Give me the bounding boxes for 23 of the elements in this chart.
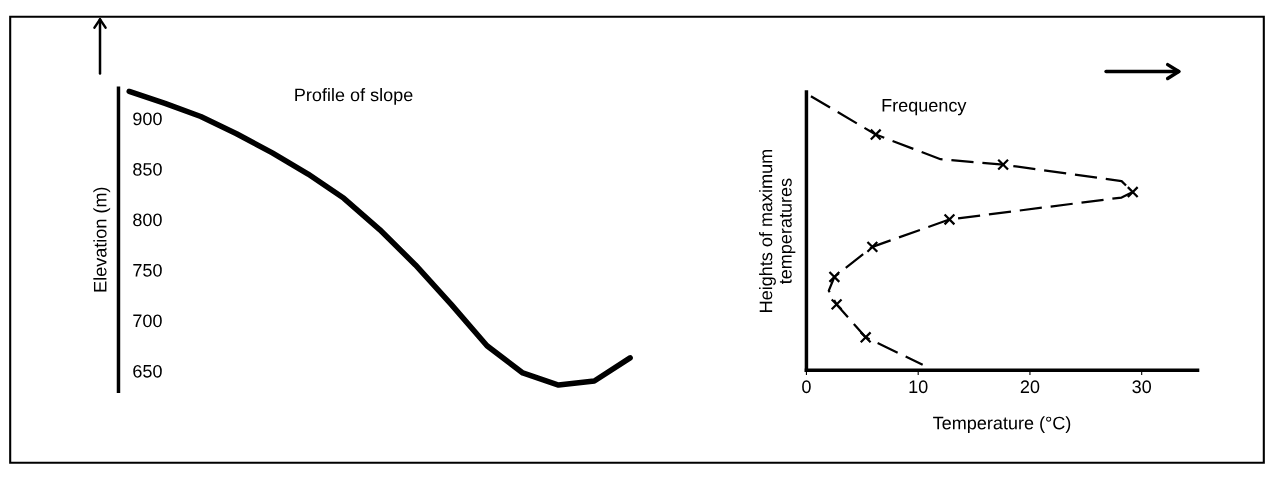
x-tick-label: 30: [1132, 380, 1152, 394]
point: [943, 213, 956, 226]
point: [828, 270, 841, 284]
point: [830, 298, 843, 311]
y-tick-label: 750: [133, 263, 162, 277]
x-tick-label: 0: [802, 380, 811, 394]
y-axis-title: Elevation (m): [93, 187, 111, 292]
y-axis-title: Heights of maximum temperatures: [759, 150, 796, 312]
x-tick-label: 20: [1020, 380, 1040, 394]
x-tick-label: 10: [909, 380, 928, 394]
point: [859, 331, 872, 344]
point: [1126, 186, 1139, 199]
y-tick-label: 650: [133, 364, 162, 378]
chart-title: Profile of slope: [295, 88, 413, 105]
point: [869, 128, 882, 141]
y-tick-label: 700: [133, 314, 162, 328]
x-axis-title: Temperature (°C): [933, 416, 1071, 433]
y-tick-label: 900: [133, 112, 162, 126]
y-tick-label: 800: [133, 213, 162, 227]
chart-title: Frequency: [882, 99, 967, 116]
point: [997, 158, 1010, 171]
point: [866, 240, 879, 253]
y-tick-label: 850: [133, 162, 162, 176]
